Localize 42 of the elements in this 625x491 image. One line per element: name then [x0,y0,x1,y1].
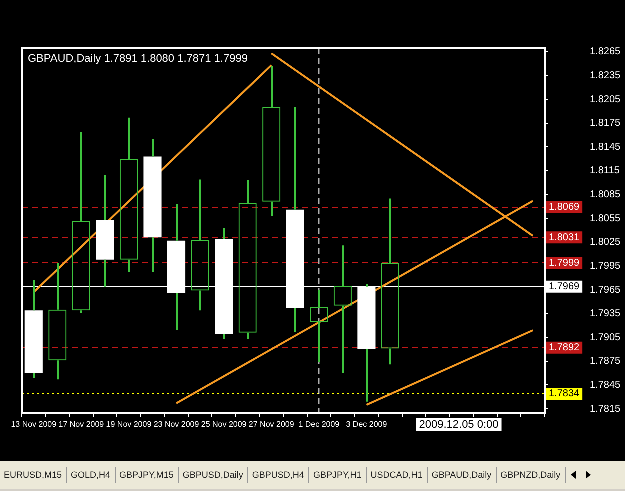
y-tick-label: 1.8265 [590,46,622,58]
text: GBPJPY,M15 [116,467,179,483]
text: EURUSD,M15 [0,467,68,483]
text: GBPAUD,Daily 1.7891 1.8080 1.7871 1.7999 [28,53,248,66]
y-tick-label: 1.8175 [590,118,622,130]
x-tick-label: 13 Nov 2009 [11,420,58,430]
text: GBPNZD,Daily [496,467,566,483]
y-tick-label: 1.8085 [590,190,622,201]
text: GBPUSD,H4 [248,467,310,483]
x-tick-label: 27 Nov 2009 [248,420,295,430]
x-tick-label: 19 Nov 2009 [106,420,152,430]
y-tick-label: 1.8205 [590,94,622,106]
y-tick-label: 1.7875 [590,356,622,368]
ref-line-label: 1.7969 [549,282,580,293]
y-tick-label: 1.8235 [590,70,622,82]
text: GBPJPY,H1 [309,467,367,483]
text: GBPUSD,Daily [178,467,248,483]
y-tick-label: 1.7965 [590,284,622,296]
y-tick-label: 1.8115 [590,166,620,177]
y-tick-label: 1.8025 [590,237,622,248]
y-tick-label: 1.7995 [590,260,622,272]
y-tick-label: 1.8145 [590,142,622,153]
y-tick-label: 1.7815 [590,404,622,415]
x-tick-label: 3 Dec 2009 [346,420,388,430]
text: GOLD,H4 [67,467,116,483]
y-tick-label: 1.7905 [590,332,622,344]
y-tick-label: 1.7935 [590,308,622,320]
text: GBPAUD,Daily [428,467,497,483]
ref-line-label: 1.8031 [549,232,580,244]
x-tick-label: 17 Nov 2009 [58,420,105,430]
ref-line-label: 1.7892 [549,342,580,354]
ref-line-label: 1.7999 [549,258,580,269]
candlestick [144,138,162,274]
x-tick-label: 25 Nov 2009 [201,420,248,430]
y-tick-label: 1.8055 [590,213,622,224]
ref-line-label: 1.7834 [549,388,580,400]
text: 2009.12.05 0:00 [419,419,499,432]
x-tick-label: 1 Dec 2009 [298,420,340,430]
text: USDCAD,H1 [366,467,428,483]
ref-line-label: 1.8069 [549,202,580,214]
y-tick-label: 1.7845 [590,380,622,391]
x-tick-label: 23 Nov 2009 [154,420,200,430]
